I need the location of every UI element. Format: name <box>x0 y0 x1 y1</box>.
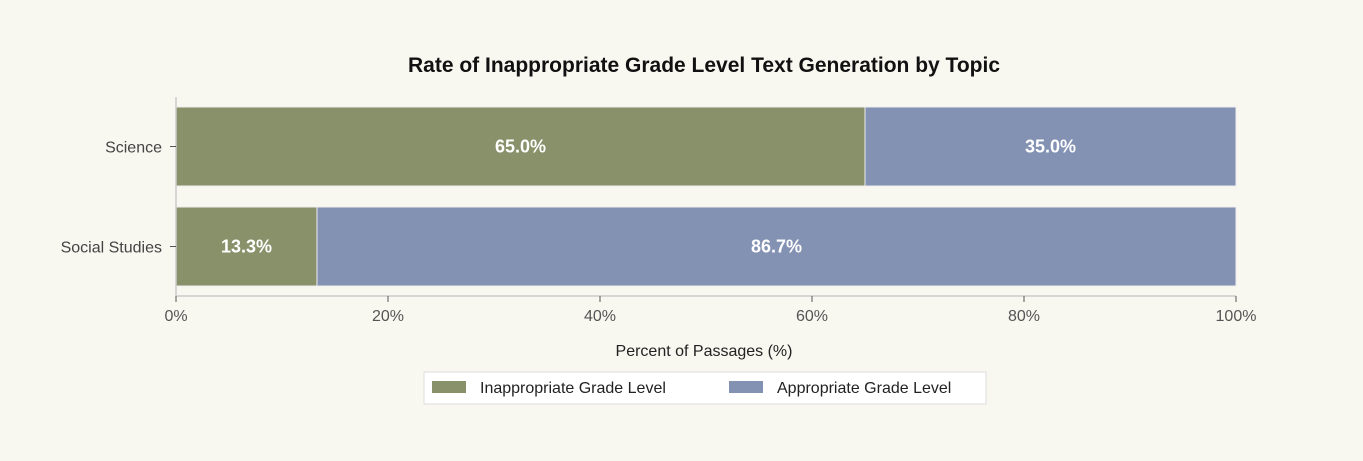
data-label: 65.0% <box>495 137 546 157</box>
legend-swatch-inappropriate <box>432 381 466 393</box>
x-tick-label: 20% <box>372 308 404 325</box>
x-tick-label: 60% <box>796 308 828 325</box>
legend-label-appropriate: Appropriate Grade Level <box>777 380 951 397</box>
x-tick-label: 80% <box>1008 308 1040 325</box>
bar-segment <box>316 206 1237 287</box>
data-label: 13.3% <box>221 237 272 257</box>
x-tick-label: 0% <box>164 308 187 325</box>
chart-title: Rate of Inappropriate Grade Level Text G… <box>408 54 1000 77</box>
x-tick-label: 40% <box>584 308 616 325</box>
x-axis-label: Percent of Passages (%) <box>616 343 793 360</box>
legend: Inappropriate Grade Level Appropriate Gr… <box>423 371 987 405</box>
y-tick-label: Science <box>105 140 162 157</box>
legend-label-inappropriate: Inappropriate Grade Level <box>480 380 666 397</box>
bar-segment <box>864 106 1237 187</box>
bar-segment <box>175 106 866 187</box>
y-tick-label: Social Studies <box>61 240 162 257</box>
data-label: 86.7% <box>751 237 802 257</box>
legend-box <box>423 371 987 405</box>
data-label: 35.0% <box>1025 137 1076 157</box>
bar-segment <box>175 206 318 287</box>
legend-swatch-appropriate <box>729 381 763 393</box>
x-tick-label: 100% <box>1216 308 1257 325</box>
